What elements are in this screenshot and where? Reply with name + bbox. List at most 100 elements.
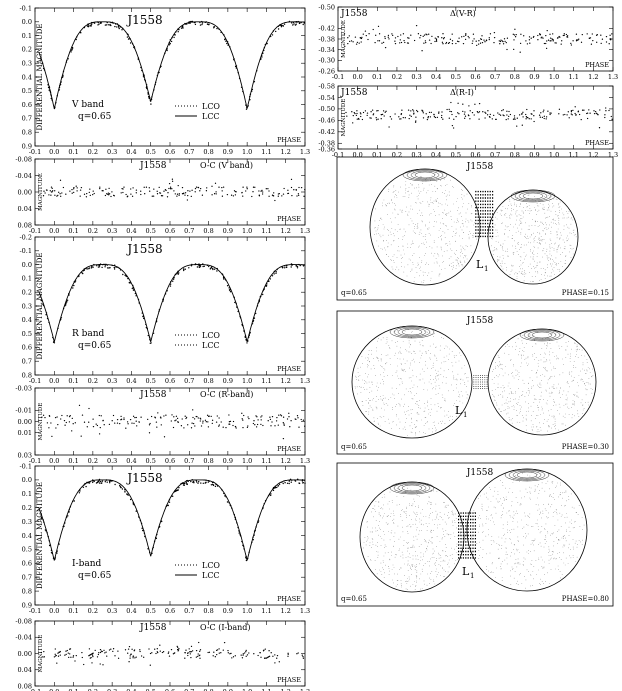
data-point — [90, 24, 92, 26]
data-point — [116, 422, 119, 424]
data-point — [358, 42, 360, 44]
data-point — [215, 421, 218, 423]
data-point — [59, 193, 61, 195]
data-point — [508, 110, 510, 113]
data-point — [92, 21, 94, 24]
data-point — [280, 415, 283, 417]
data-point — [177, 489, 179, 491]
data-point — [73, 188, 75, 190]
data-point — [190, 645, 193, 648]
data-point — [99, 186, 101, 188]
data-point — [558, 113, 560, 115]
data-point — [282, 422, 284, 424]
data-point — [40, 651, 42, 654]
data-point — [253, 81, 256, 83]
data-point — [422, 117, 425, 119]
data-point — [290, 178, 293, 181]
data-point — [118, 26, 120, 28]
pole-contour — [514, 190, 552, 202]
data-point — [114, 25, 116, 28]
data-point — [130, 653, 132, 655]
data-point — [442, 38, 445, 40]
data-point — [549, 40, 551, 42]
x-tick-label: 0.5 — [146, 688, 156, 691]
data-point — [86, 482, 88, 484]
data-point — [119, 485, 122, 488]
data-point — [445, 41, 448, 44]
data-point — [117, 657, 120, 659]
data-point — [106, 193, 108, 195]
data-point — [157, 651, 159, 654]
data-point — [277, 28, 280, 30]
data-point — [502, 109, 504, 111]
data-point — [248, 551, 250, 553]
data-point — [84, 483, 87, 485]
data-point — [272, 655, 274, 657]
data-point — [213, 27, 215, 29]
data-point — [530, 37, 532, 39]
data-point — [76, 36, 78, 38]
data-point — [257, 520, 260, 522]
data-point — [284, 265, 286, 267]
data-point — [168, 501, 171, 503]
plot-frame — [34, 236, 306, 376]
pole-contour — [410, 170, 440, 180]
data-point — [151, 195, 153, 197]
data-point — [148, 95, 150, 98]
data-point — [138, 302, 140, 304]
data-point — [264, 648, 266, 650]
data-point — [394, 37, 397, 39]
data-point — [96, 265, 98, 267]
data-point — [71, 188, 73, 191]
data-point — [296, 415, 299, 417]
data-point — [110, 480, 112, 482]
data-point — [80, 32, 82, 34]
data-point — [172, 280, 174, 282]
data-point — [129, 657, 131, 659]
data-point — [468, 114, 470, 117]
data-point — [247, 416, 249, 418]
data-point — [290, 420, 292, 422]
plot-frame — [34, 620, 306, 687]
x-tick-label: 0.6 — [165, 148, 175, 156]
x-tick-label: 1.1 — [261, 377, 271, 385]
data-point — [141, 527, 143, 529]
data-point — [457, 102, 459, 104]
x-axis-label: PHASE — [585, 61, 609, 69]
data-point — [215, 483, 217, 486]
data-point — [356, 41, 359, 44]
data-point — [53, 107, 56, 110]
data-point — [580, 41, 583, 43]
data-point — [211, 194, 213, 196]
data-point — [200, 418, 202, 420]
data-point — [242, 654, 244, 656]
data-point — [298, 263, 300, 266]
model-curve — [38, 479, 306, 561]
y-tick-label: -0.30 — [318, 57, 335, 65]
x-tick-label: 1.0 — [549, 151, 559, 159]
model-frame — [336, 310, 614, 455]
data-point — [262, 191, 264, 193]
x-tick-label: 0.6 — [470, 151, 480, 159]
data-point — [243, 652, 246, 654]
data-point — [114, 264, 116, 266]
data-point — [578, 38, 580, 40]
data-point — [228, 289, 231, 291]
data-point — [400, 118, 402, 120]
data-point — [562, 114, 564, 116]
data-point — [499, 40, 502, 43]
data-point — [199, 649, 202, 651]
data-point — [545, 34, 547, 37]
data-point — [397, 35, 399, 38]
x-tick-label: 1.2 — [281, 688, 291, 691]
data-point — [205, 190, 208, 192]
data-point — [79, 489, 81, 491]
data-point — [287, 192, 289, 195]
data-point — [452, 127, 455, 129]
data-point — [185, 416, 188, 419]
data-point — [260, 416, 262, 418]
data-point — [228, 421, 231, 423]
data-point — [272, 488, 274, 490]
data-point — [42, 195, 45, 197]
x-tick-label: 1.2 — [281, 457, 291, 465]
